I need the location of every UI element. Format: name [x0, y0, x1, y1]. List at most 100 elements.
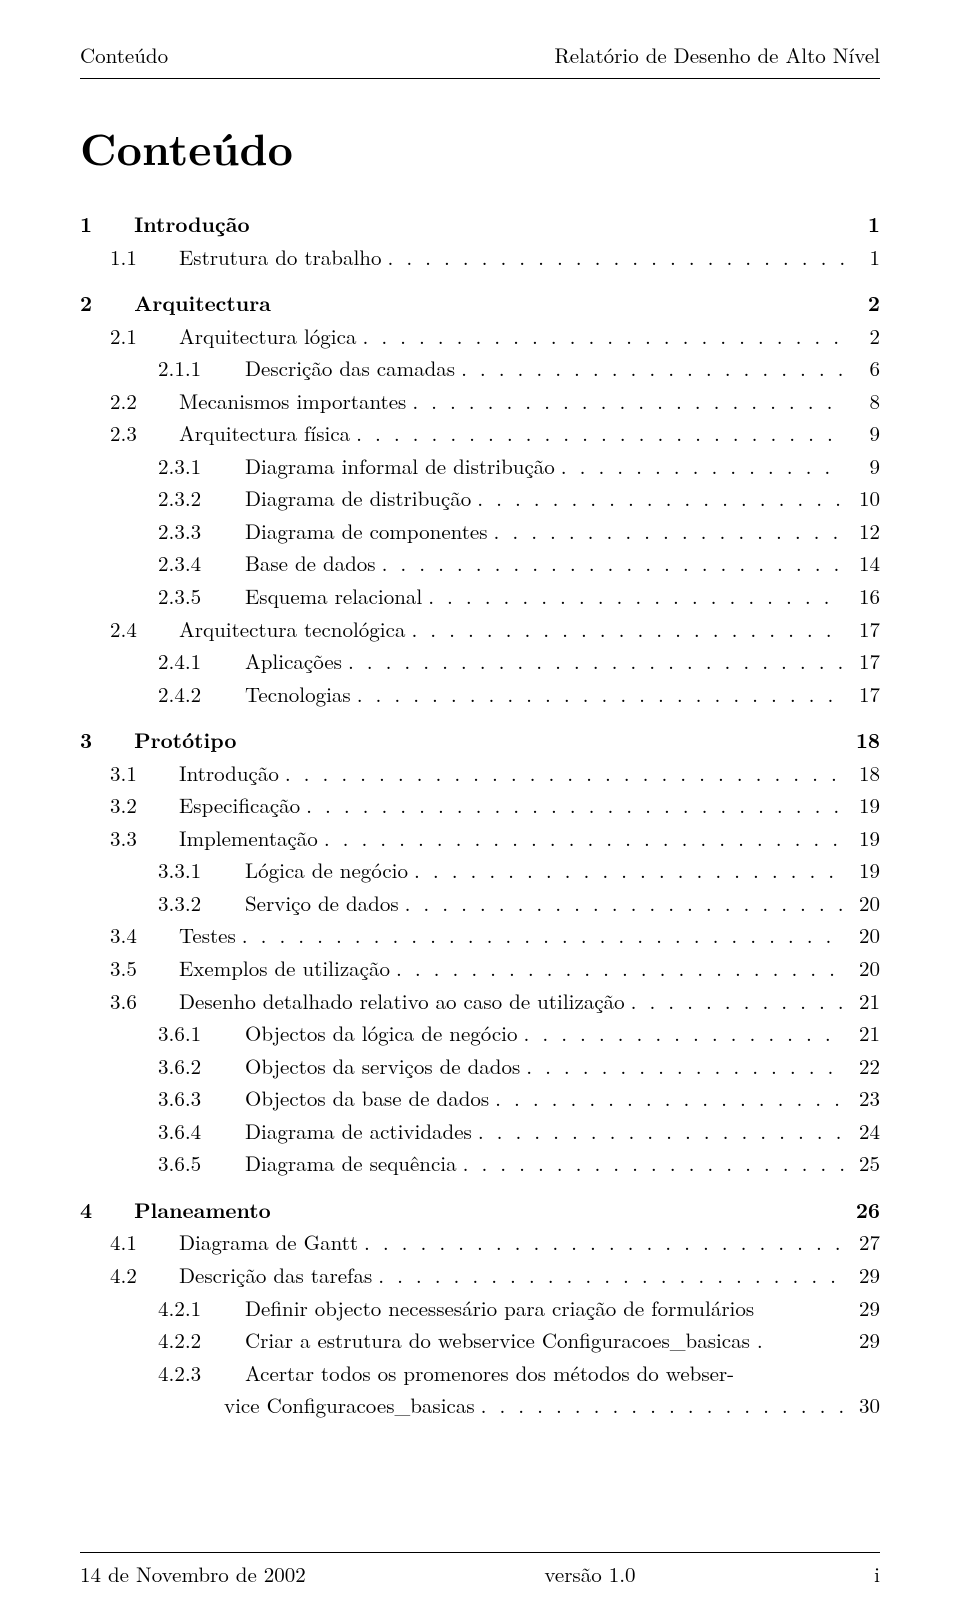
toc-leader-dots — [478, 1115, 844, 1148]
toc-page-number: 1 — [850, 208, 880, 241]
toc-leader-dots — [561, 450, 844, 483]
toc-page-number: 14 — [850, 547, 880, 580]
toc-label: Diagrama informal de distribução — [224, 450, 555, 483]
toc-label: Introdução — [158, 757, 279, 790]
toc-number: 3.1 — [80, 757, 158, 790]
toc-page-number: 26 — [850, 1194, 880, 1227]
toc-leader-dots — [428, 580, 844, 613]
toc-entry: 3.6.4 Diagrama de actividades24 — [80, 1115, 880, 1148]
toc-leader-dots — [356, 417, 844, 450]
toc-label: Arquitectura lógica — [158, 320, 356, 353]
toc-number: 2 — [80, 287, 110, 320]
toc-entry: 2.3.4 Base de dados14 — [80, 547, 880, 580]
footer-left: 14 de Novembro de 2002 — [80, 1559, 306, 1589]
header-rule — [80, 78, 880, 79]
toc-leader-dots — [411, 613, 844, 646]
toc-page-number: 21 — [850, 1017, 880, 1050]
toc-label: Diagrama de componentes — [224, 515, 488, 548]
toc-number: 2.3.5 — [80, 580, 224, 613]
toc-number: 3 — [80, 724, 110, 757]
toc-number: 3.6.5 — [80, 1147, 224, 1180]
toc-label: Arquitectura — [110, 287, 271, 320]
toc-entry: 2 Arquitectura2 — [80, 287, 880, 320]
toc-entry: 3.6.2 Objectos da serviços de dados22 — [80, 1050, 880, 1083]
toc-number: 4.1 — [80, 1226, 158, 1259]
toc-page-number: 6 — [850, 352, 880, 385]
toc-leader-dots — [412, 385, 844, 418]
toc-number: 3.5 — [80, 952, 158, 985]
toc-entry-continuation: vice Configuracoes_basicas30 — [80, 1389, 880, 1422]
toc-page-number: 17 — [850, 678, 880, 711]
toc-page-number: 2 — [850, 287, 880, 320]
footer: 14 de Novembro de 2002 versão 1.0 i — [80, 1552, 880, 1589]
toc-page-number: 20 — [850, 952, 880, 985]
toc-page-number: 18 — [850, 724, 880, 757]
toc-page-number: 25 — [850, 1147, 880, 1180]
toc-entry: 4.2 Descrição das tarefas29 — [80, 1259, 880, 1292]
toc-label: Diagrama de Gantt — [158, 1226, 358, 1259]
toc-entry: 3.5 Exemplos de utilização20 — [80, 952, 880, 985]
toc-leader-dots — [378, 1259, 844, 1292]
toc-number: 2.2 — [80, 385, 158, 418]
toc-number: 3.4 — [80, 919, 158, 952]
toc-page-number: 2 — [850, 320, 880, 353]
toc-entry: 4 Planeamento 26 — [80, 1194, 880, 1227]
toc-label: Introdução — [110, 208, 250, 241]
toc-leader-dots — [526, 1050, 844, 1083]
toc-page-number: 19 — [850, 822, 880, 855]
toc-entry: 2.1 Arquitectura lógica2 — [80, 320, 880, 353]
toc-leader-dots — [348, 645, 844, 678]
toc-number: 4.2.2 — [80, 1324, 224, 1357]
toc-entry: 3.3.2 Serviço de dados20 — [80, 887, 880, 920]
toc-entry: 3.3 Implementação19 — [80, 822, 880, 855]
toc-entry: 2.3.5 Esquema relacional16 — [80, 580, 880, 613]
toc-label: Testes — [158, 919, 236, 952]
toc-label: Criar a estrutura do webservice Configur… — [224, 1324, 763, 1357]
footer-rule — [80, 1552, 880, 1553]
toc-number: 2.3.3 — [80, 515, 224, 548]
header-left: Conteúdo — [80, 40, 168, 70]
toc-number: 3.3.1 — [80, 854, 224, 887]
toc-label: Descrição das camadas — [224, 352, 455, 385]
toc-leader-dots — [382, 547, 844, 580]
toc-entry: 3.1 Introdução18 — [80, 757, 880, 790]
toc-page-number: 29 — [850, 1259, 880, 1292]
toc-label: Objectos da lógica de negócio — [224, 1017, 518, 1050]
toc-label: Arquitectura física — [158, 417, 350, 450]
toc-leader-dots — [414, 854, 844, 887]
toc-page-number: 20 — [850, 887, 880, 920]
toc-number: 3.6.2 — [80, 1050, 224, 1083]
toc-page-number: 9 — [850, 450, 880, 483]
toc-page-number: 19 — [850, 789, 880, 822]
toc-entry: 3.3.1 Lógica de negócio19 — [80, 854, 880, 887]
toc-entry: 2.3.2 Diagrama de distribução10 — [80, 482, 880, 515]
toc-number: 2.4.2 — [80, 678, 224, 711]
toc-number: 3.6.1 — [80, 1017, 224, 1050]
toc-label: Descrição das tarefas — [158, 1259, 372, 1292]
toc-label: Diagrama de distribução — [224, 482, 471, 515]
toc-leader-dots — [477, 482, 844, 515]
toc-leader-dots — [495, 1082, 844, 1115]
toc-page-number: 1 — [850, 241, 880, 274]
toc-label: Estrutura do trabalho — [158, 241, 381, 274]
toc-number: 4 — [80, 1194, 110, 1227]
toc-label: Esquema relacional — [224, 580, 422, 613]
toc-label: Planeamento — [110, 1194, 271, 1227]
toc-entry: 3.6.1 Objectos da lógica de negócio 21 — [80, 1017, 880, 1050]
toc-leader-dots — [242, 919, 844, 952]
toc-leader-dots — [405, 887, 844, 920]
toc-label: vice Configuracoes_basicas — [224, 1389, 475, 1422]
toc-number: 3.6 — [80, 985, 158, 1018]
toc-entry: 3.6 Desenho detalhado relativo ao caso d… — [80, 985, 880, 1018]
toc-number: 3.3.2 — [80, 887, 224, 920]
toc-page-number: 8 — [850, 385, 880, 418]
toc-label: Mecanismos importantes — [158, 385, 406, 418]
toc-label: Acertar todos os promenores dos métodos … — [224, 1357, 734, 1390]
toc-entry: 4.2.3 Acertar todos os promenores dos mé… — [80, 1357, 880, 1390]
toc-entry: 4.2.2 Criar a estrutura do webservice Co… — [80, 1324, 880, 1357]
toc-leader-dots — [357, 678, 844, 711]
toc-label: Implementação — [158, 822, 318, 855]
toc-entry: 3 Protótipo18 — [80, 724, 880, 757]
footer-right: i — [874, 1559, 880, 1589]
table-of-contents: 1 Introdução11.1 Estrutura do trabalho12… — [80, 208, 880, 1422]
